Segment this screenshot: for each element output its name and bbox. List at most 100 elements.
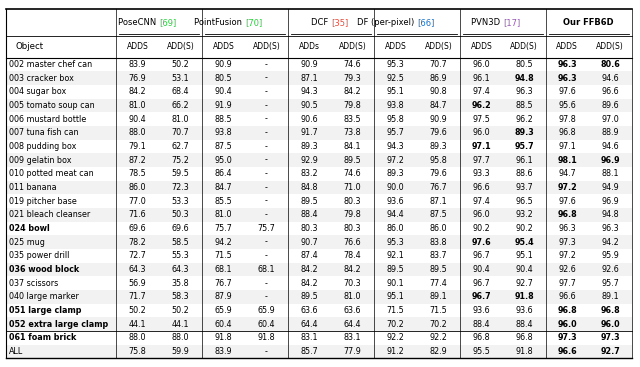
Text: PointFusion: PointFusion	[195, 18, 245, 27]
Text: 88.4: 88.4	[516, 320, 533, 328]
Text: 94.6: 94.6	[602, 74, 619, 83]
Text: 96.8: 96.8	[557, 306, 577, 315]
Bar	[6, 139, 632, 153]
Text: ADDS: ADDS	[556, 42, 578, 51]
Text: 96.8: 96.8	[557, 210, 577, 219]
Text: 024 bowl: 024 bowl	[9, 224, 50, 233]
Text: 90.9: 90.9	[301, 60, 318, 69]
Bar	[6, 194, 632, 208]
Text: 91.8: 91.8	[258, 333, 275, 342]
Text: ADDS: ADDS	[127, 42, 148, 51]
Text: 90.8: 90.8	[429, 87, 447, 96]
Text: 50.2: 50.2	[172, 306, 189, 315]
Text: 76.7: 76.7	[214, 279, 232, 288]
Text: 81.0: 81.0	[129, 101, 147, 110]
Text: 97.5: 97.5	[472, 115, 490, 124]
Text: 96.0: 96.0	[472, 210, 490, 219]
Text: Our FFB6D: Our FFB6D	[563, 18, 614, 27]
Text: 90.4: 90.4	[215, 87, 232, 96]
Bar	[6, 71, 632, 85]
Text: 94.7: 94.7	[558, 169, 576, 178]
Text: 061 foam brick: 061 foam brick	[9, 333, 76, 342]
Text: 75.7: 75.7	[214, 224, 232, 233]
Text: 95.8: 95.8	[429, 156, 447, 165]
Text: -: -	[265, 183, 268, 192]
Text: 83.9: 83.9	[129, 60, 147, 69]
Text: 010 potted meat can: 010 potted meat can	[9, 169, 93, 178]
Bar	[6, 317, 632, 331]
Text: 97.4: 97.4	[472, 197, 490, 206]
Text: -: -	[265, 251, 268, 260]
Text: 92.7: 92.7	[515, 279, 533, 288]
Text: 85.5: 85.5	[214, 197, 232, 206]
Text: 44.1: 44.1	[129, 320, 147, 328]
Text: 75.8: 75.8	[129, 347, 147, 356]
Text: 97.1: 97.1	[472, 142, 491, 151]
Text: 96.0: 96.0	[472, 128, 490, 137]
Text: 71.0: 71.0	[344, 183, 361, 192]
Text: 70.2: 70.2	[429, 320, 447, 328]
Bar	[6, 181, 632, 194]
Bar	[6, 126, 632, 139]
Bar	[6, 331, 632, 345]
Text: -: -	[265, 101, 268, 110]
Text: 008 pudding box: 008 pudding box	[9, 142, 76, 151]
Text: 87.2: 87.2	[129, 156, 147, 165]
Text: -: -	[265, 210, 268, 219]
Text: -: -	[265, 169, 268, 178]
Text: 051 large clamp: 051 large clamp	[9, 306, 81, 315]
Text: [66]: [66]	[417, 18, 435, 27]
Text: 005 tomato soup can: 005 tomato soup can	[9, 101, 95, 110]
Text: 83.8: 83.8	[429, 237, 447, 247]
Text: 93.6: 93.6	[387, 197, 404, 206]
Text: 96.0: 96.0	[472, 60, 490, 69]
Text: 71.7: 71.7	[129, 292, 147, 301]
Text: 71.6: 71.6	[129, 210, 147, 219]
Text: 90.5: 90.5	[301, 101, 318, 110]
Text: DF (per-pixel): DF (per-pixel)	[357, 18, 417, 27]
Text: 91.8: 91.8	[515, 292, 534, 301]
Text: 63.6: 63.6	[344, 306, 361, 315]
Text: 94.8: 94.8	[515, 74, 534, 83]
Text: 92.2: 92.2	[429, 333, 447, 342]
Text: 97.3: 97.3	[558, 237, 576, 247]
Text: 90.6: 90.6	[301, 115, 318, 124]
Text: 97.2: 97.2	[387, 156, 404, 165]
Text: 84.2: 84.2	[344, 87, 361, 96]
Text: 96.7: 96.7	[472, 251, 490, 260]
Text: 93.2: 93.2	[515, 210, 533, 219]
Bar	[6, 263, 632, 276]
Text: 007 tuna fish can: 007 tuna fish can	[9, 128, 79, 137]
Text: 93.8: 93.8	[215, 128, 232, 137]
Text: 96.2: 96.2	[515, 115, 533, 124]
Text: 97.2: 97.2	[558, 251, 576, 260]
Text: 88.9: 88.9	[602, 128, 619, 137]
Text: 80.6: 80.6	[600, 60, 620, 69]
Text: 77.0: 77.0	[129, 197, 147, 206]
Text: 96.9: 96.9	[602, 197, 619, 206]
Text: 81.0: 81.0	[172, 115, 189, 124]
Text: 70.2: 70.2	[387, 320, 404, 328]
Text: 88.0: 88.0	[129, 128, 147, 137]
Text: 80.3: 80.3	[344, 224, 361, 233]
Text: 86.4: 86.4	[215, 169, 232, 178]
Text: 94.2: 94.2	[602, 237, 619, 247]
Text: 004 sugar box: 004 sugar box	[9, 87, 66, 96]
Text: 84.2: 84.2	[301, 265, 318, 274]
Text: 58.5: 58.5	[172, 237, 189, 247]
Text: 88.0: 88.0	[172, 333, 189, 342]
Text: 96.6: 96.6	[602, 87, 619, 96]
Text: 95.7: 95.7	[602, 279, 619, 288]
Text: 64.3: 64.3	[129, 265, 147, 274]
Text: 95.4: 95.4	[515, 237, 534, 247]
Text: 96.0: 96.0	[600, 320, 620, 328]
Text: 84.7: 84.7	[429, 101, 447, 110]
Text: 83.1: 83.1	[344, 333, 361, 342]
Text: [70]: [70]	[245, 18, 262, 27]
Text: 96.8: 96.8	[600, 306, 620, 315]
Text: 019 pitcher base: 019 pitcher base	[9, 197, 77, 206]
Bar	[6, 235, 632, 249]
Text: 88.0: 88.0	[129, 333, 147, 342]
Text: 83.7: 83.7	[429, 251, 447, 260]
Text: 96.3: 96.3	[559, 224, 576, 233]
